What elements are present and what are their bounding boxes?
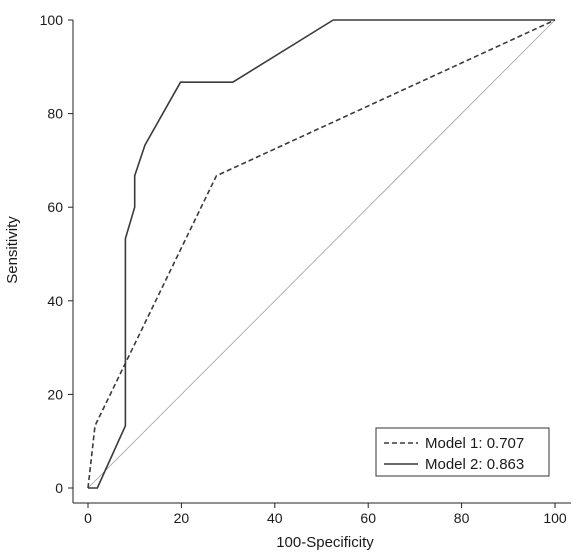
ticks: 0 20 40 60 80 100 0 20 40 60 80 100: [40, 12, 567, 526]
series-line-model-2: [88, 19, 555, 489]
legend: Model 1: 0.707 Model 2: 0.863: [375, 427, 550, 477]
series-line-model-1: [87, 19, 556, 489]
axes: [72, 20, 571, 504]
series-group: [87, 19, 556, 489]
y-tick-label: 0: [55, 480, 63, 496]
y-tick-label: 60: [47, 199, 63, 215]
y-tick-label: 20: [47, 386, 63, 402]
y-tick-label: 100: [40, 12, 64, 28]
reference-line: [87, 19, 556, 489]
diagonal-reference-line: [87, 19, 556, 489]
legend-label-model-1: Model 1: 0.707: [425, 435, 524, 452]
y-tick-label: 40: [47, 293, 63, 309]
x-tick-label: 60: [360, 510, 376, 526]
x-tick-label: 40: [267, 510, 283, 526]
x-axis-label: 100-Specificity: [276, 534, 374, 551]
y-tick-label: 80: [47, 106, 63, 122]
x-tick-label: 80: [454, 510, 470, 526]
legend-box: [375, 427, 550, 477]
x-tick-label: 100: [543, 510, 567, 526]
legend-label-model-2: Model 2: 0.863: [425, 456, 524, 473]
y-axis-label: Sensitivity: [4, 216, 21, 284]
x-tick-label: 0: [84, 510, 92, 526]
x-tick-label: 20: [174, 510, 190, 526]
